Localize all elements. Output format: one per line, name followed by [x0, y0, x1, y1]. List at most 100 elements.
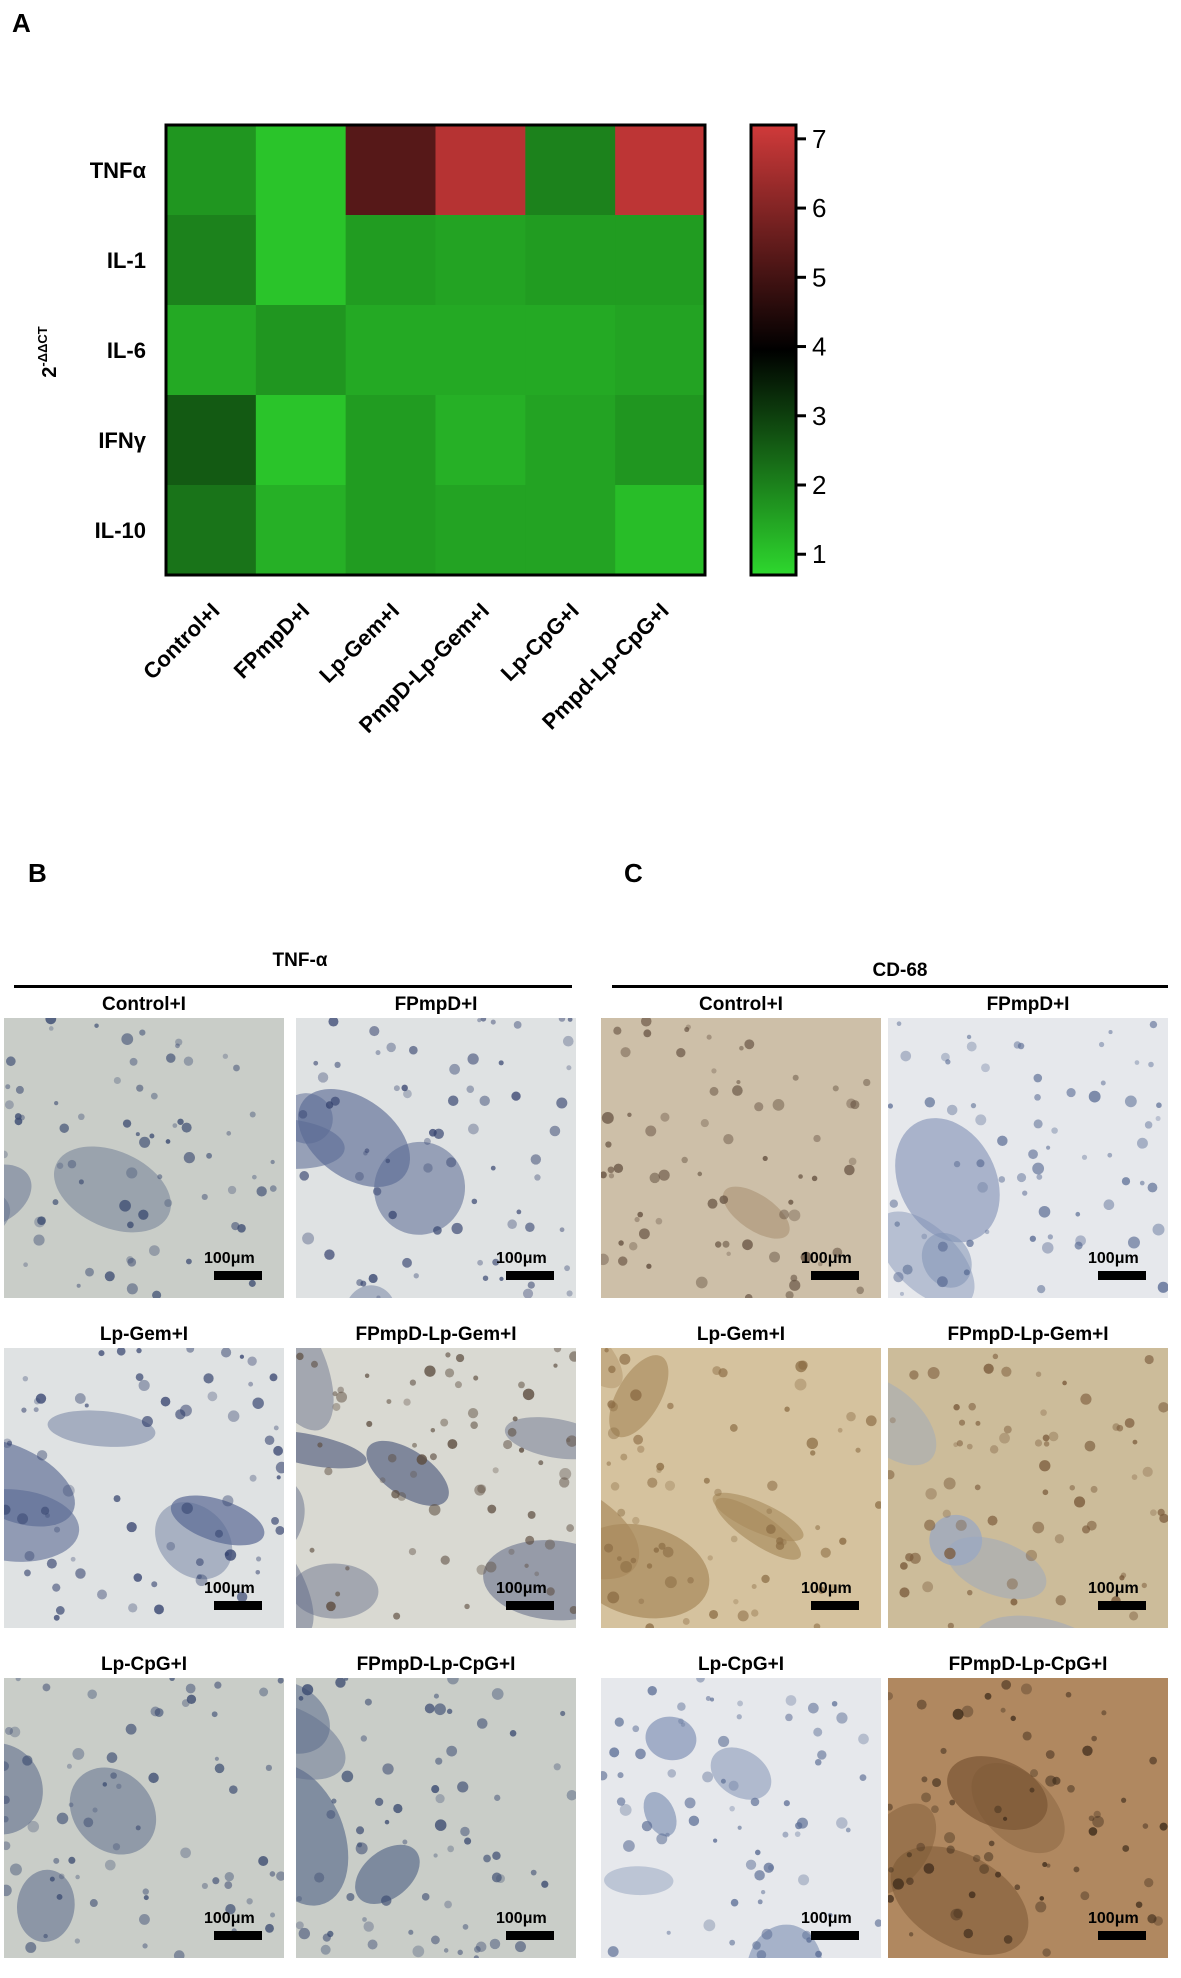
- heatmap-cell: [435, 485, 526, 576]
- colorbar-ticks: 1 2 3 4 5 6 7: [796, 124, 826, 569]
- micrograph-label: Lp-Gem+I: [696, 1324, 786, 1345]
- heatmap-cell: [166, 395, 257, 486]
- scale-bar: [1098, 1271, 1146, 1280]
- panel-letter-c: C: [624, 858, 643, 888]
- scale-bar: [811, 1271, 859, 1280]
- scale-bar-label: 100μm: [1088, 1910, 1139, 1927]
- heatmap-cell: [166, 305, 257, 396]
- micrograph-label: Lp-CpG+I: [100, 1654, 188, 1675]
- scale-bar: [214, 1601, 262, 1610]
- micrograph-label: Control+I: [699, 994, 783, 1015]
- scale-bar-label: 100μm: [204, 1910, 255, 1927]
- scale-bar: [214, 1271, 262, 1280]
- micrograph-image: [4, 1018, 284, 1298]
- heatmap-cell: [435, 215, 526, 306]
- heatmap-cell: [255, 305, 347, 396]
- heatmap-cell: [525, 215, 616, 306]
- micrograph-label: FPmpD+I: [394, 994, 478, 1015]
- scale-bar-label: 100μm: [496, 1910, 547, 1927]
- panel-letter-a: A: [12, 8, 31, 38]
- heatmap-cell: [615, 215, 706, 306]
- micrograph-image: [601, 1678, 881, 1958]
- micrograph-image: [888, 1678, 1168, 1958]
- scale-bar-label: 100μm: [1088, 1250, 1139, 1267]
- micrograph-image: [4, 1348, 284, 1628]
- heatmap-cell: [345, 395, 436, 486]
- scale-bar-label: 100μm: [496, 1580, 547, 1597]
- heatmap-cell: [525, 395, 616, 486]
- micrograph-image: [296, 1678, 576, 1958]
- heatmap-cell: [345, 305, 436, 396]
- scale-bar: [811, 1931, 859, 1940]
- scale-bar-label: 100μm: [204, 1250, 255, 1267]
- micrograph-label: Control+I: [102, 994, 186, 1015]
- heatmap-cell: [255, 395, 347, 486]
- micrograph-label: FPmpD-Lp-CpG+I: [948, 1654, 1108, 1675]
- scale-bar: [1098, 1931, 1146, 1940]
- heatmap-cell: [525, 485, 616, 576]
- heatmap-frame: [164, 123, 707, 577]
- micrograph-label: Lp-Gem+I: [99, 1324, 189, 1345]
- micrograph-image: [4, 1678, 284, 1958]
- micrograph-image: [601, 1348, 881, 1628]
- heatmap-cell: [615, 305, 706, 396]
- micrograph-label: FPmpD-Lp-Gem+I: [947, 1324, 1109, 1345]
- heatmap-cell: [255, 215, 347, 306]
- micrograph-image: [296, 1018, 576, 1298]
- heatmap-cell: [345, 215, 436, 306]
- heatmap-row-label: IL-10: [95, 518, 146, 543]
- colorbar-tick-label: 5: [812, 262, 826, 292]
- tnf-section-title: TNF-α: [272, 950, 328, 971]
- colorbar-tick-label: 7: [812, 124, 826, 154]
- scale-bar: [214, 1931, 262, 1940]
- heatmap-y-axis-label: 2-ΔΔCT: [35, 326, 61, 378]
- scale-bar: [811, 1601, 859, 1610]
- heatmap-column-label: Lp-Gem+I: [314, 598, 404, 688]
- heatmap-cells: [166, 125, 706, 576]
- colorbar-tick-label: 4: [812, 332, 826, 362]
- micrograph-image: [296, 1348, 576, 1628]
- heatmap-cell: [166, 215, 257, 306]
- heatmap-column-label: Lp-CpG+I: [496, 598, 584, 686]
- heatmap-cell: [166, 125, 257, 216]
- colorbar-tick-label: 6: [812, 193, 826, 223]
- heatmap-cell: [255, 485, 347, 576]
- colorbar-tick-label: 2: [812, 470, 826, 500]
- heatmap-cell: [435, 395, 526, 486]
- cd68-section-rule: [612, 985, 1168, 988]
- heatmap-row-label: TNFα: [90, 158, 147, 183]
- micrograph-label: FPmpD-Lp-Gem+I: [355, 1324, 517, 1345]
- heatmap-row-label: IL-1: [107, 248, 146, 273]
- colorbar-tick-label: 1: [812, 539, 826, 569]
- heatmap-row-label: IFNγ: [98, 428, 146, 453]
- heatmap-cell: [345, 125, 436, 216]
- heatmap-cell: [255, 125, 347, 216]
- scale-bar-label: 100μm: [496, 1250, 547, 1267]
- scale-bar-label: 100μm: [204, 1580, 255, 1597]
- heatmap-column-label: Control+I: [138, 598, 224, 684]
- heatmap-row-label: IL-6: [107, 338, 146, 363]
- heatmap-cell: [525, 305, 616, 396]
- micrograph-image: [888, 1348, 1168, 1628]
- scale-bar: [506, 1601, 554, 1610]
- scale-bar: [1098, 1601, 1146, 1610]
- heatmap-column-label: FPmpD+I: [229, 598, 315, 684]
- micrograph-label: FPmpD-Lp-CpG+I: [356, 1654, 516, 1675]
- micrograph-label: Lp-CpG+I: [697, 1654, 785, 1675]
- scale-bar: [506, 1271, 554, 1280]
- scale-bar-label: 100μm: [801, 1580, 852, 1597]
- heatmap-cell: [615, 395, 706, 486]
- scale-bar-label: 100μm: [801, 1910, 852, 1927]
- micrograph-label: FPmpD+I: [986, 994, 1070, 1015]
- heatmap-cell: [435, 125, 526, 216]
- scale-bar-label: 100μm: [801, 1250, 852, 1267]
- colorbar-tick-label: 3: [812, 401, 826, 431]
- heatmap-cell: [435, 305, 526, 396]
- colorbar: [749, 123, 798, 577]
- micrograph-image: [601, 1018, 881, 1298]
- scale-bar-label: 100μm: [1088, 1580, 1139, 1597]
- tnf-section-rule: [14, 985, 572, 988]
- scale-bar: [506, 1931, 554, 1940]
